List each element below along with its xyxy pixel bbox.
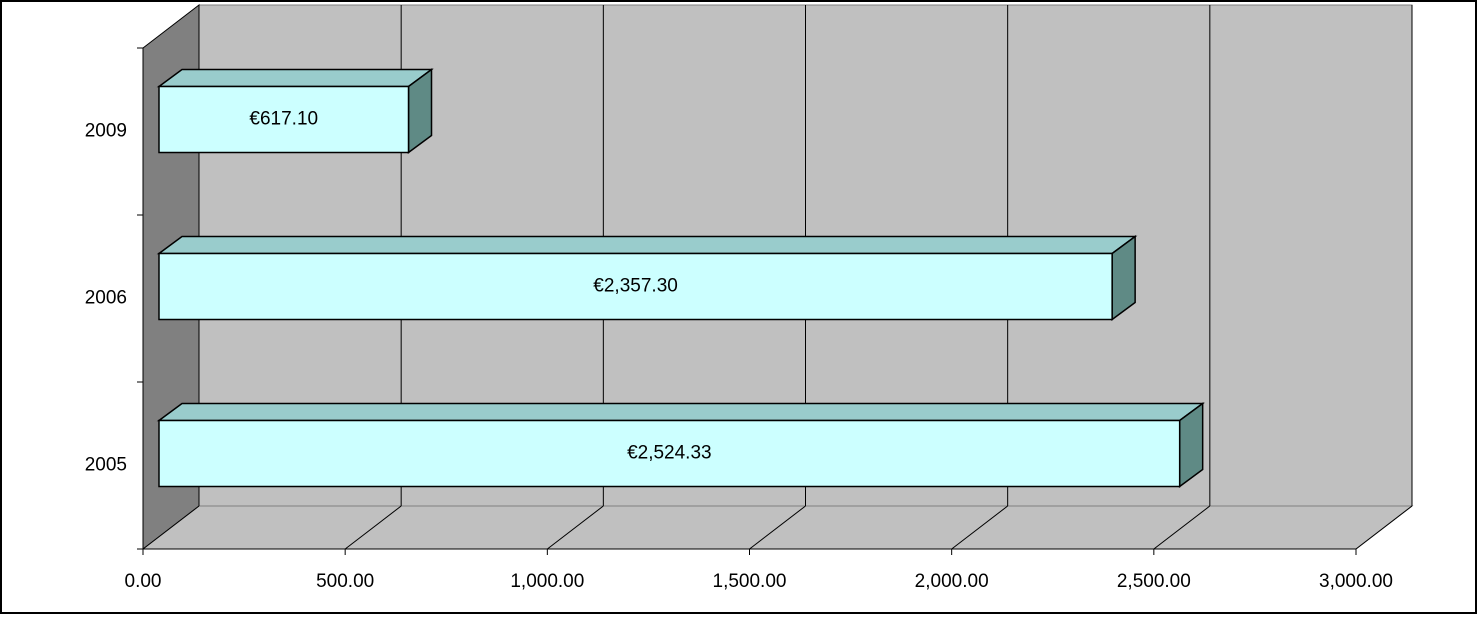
x-tick-label: 0.00 [125,571,162,592]
floor-grid-line [951,505,1008,550]
floor-grid-line [1355,505,1413,550]
bar-top [156,402,1205,422]
floor-grid-line [749,505,806,550]
bar [158,419,1181,488]
floor-grid-line [142,505,200,550]
y-tick-label: 2005 [85,455,127,476]
bar-top [156,235,1138,255]
bar [158,252,1113,321]
floor-grid-line [547,505,604,550]
y-tick-label: 2006 [85,288,127,309]
x-tick-label: 500.00 [316,571,374,592]
bar [158,85,410,154]
x-tick-label: 3,000.00 [1319,571,1393,592]
x-tick-label: 1,000.00 [510,571,584,592]
y-tick-label: 2009 [85,121,127,142]
bar-top [156,68,434,88]
data-label: €2,357.30 [593,276,678,297]
x-tick-label: 2,000.00 [915,571,989,592]
x-tick-label: 2,500.00 [1117,571,1191,592]
floor-grid-line [344,505,402,550]
data-label: €2,524.33 [627,443,712,464]
data-label: €617.10 [249,109,318,130]
floor-grid-line [1153,505,1211,550]
x-tick-label: 1,500.00 [713,571,787,592]
